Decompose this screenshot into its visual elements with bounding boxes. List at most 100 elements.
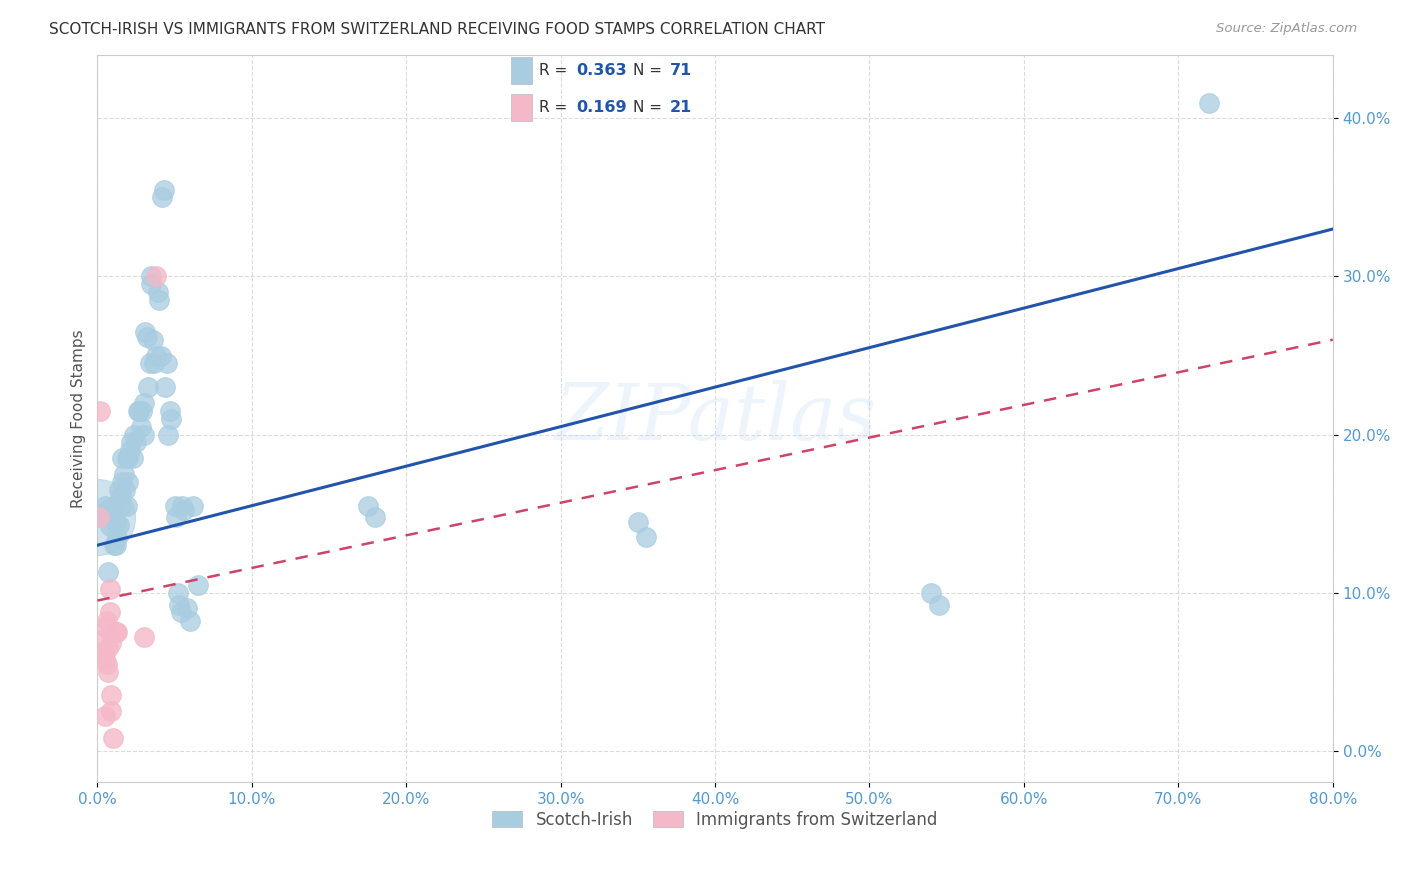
Point	[928, 599, 950, 613]
Point	[163, 499, 186, 513]
Point	[117, 451, 139, 466]
Point	[634, 530, 657, 544]
Point	[141, 277, 163, 292]
Point	[107, 625, 129, 640]
Point	[117, 475, 139, 489]
Point	[157, 427, 180, 442]
Point	[112, 467, 135, 481]
Point	[108, 517, 131, 532]
Point	[155, 380, 177, 394]
Point	[166, 585, 188, 599]
Point	[94, 620, 117, 634]
Legend: Scotch-Irish, Immigrants from Switzerland: Scotch-Irish, Immigrants from Switzerlan…	[485, 805, 945, 836]
Point	[128, 404, 150, 418]
Point	[101, 499, 124, 513]
Point	[97, 640, 120, 655]
Point	[103, 538, 125, 552]
Point	[125, 435, 148, 450]
Point	[181, 499, 204, 513]
Point	[96, 657, 118, 671]
Point	[176, 601, 198, 615]
Text: 0.363: 0.363	[576, 63, 627, 78]
Point	[100, 509, 122, 524]
Point	[104, 625, 127, 640]
Point	[142, 333, 165, 347]
Point	[91, 633, 114, 648]
Point	[124, 427, 146, 442]
Point	[149, 349, 172, 363]
Point	[146, 285, 169, 300]
Point	[96, 614, 118, 628]
Text: 71: 71	[669, 63, 692, 78]
Y-axis label: Receiving Food Stamps: Receiving Food Stamps	[72, 329, 86, 508]
Point	[127, 404, 149, 418]
Point	[114, 483, 136, 497]
Point	[94, 499, 117, 513]
Point	[129, 419, 152, 434]
Text: N =: N =	[633, 100, 666, 115]
Point	[145, 349, 167, 363]
Point	[160, 411, 183, 425]
Point	[179, 614, 201, 628]
Point	[94, 709, 117, 723]
Point	[187, 578, 209, 592]
Text: R =: R =	[538, 100, 572, 115]
Point	[627, 515, 650, 529]
Point	[115, 499, 138, 513]
Point	[122, 451, 145, 466]
Point	[96, 503, 118, 517]
Point	[98, 519, 121, 533]
Bar	[510, 57, 533, 85]
Point	[1198, 95, 1220, 110]
Point	[87, 509, 110, 524]
Point	[100, 636, 122, 650]
Point	[115, 451, 138, 466]
Point	[108, 483, 131, 497]
Point	[170, 605, 193, 619]
Point	[110, 488, 132, 502]
Point	[111, 451, 134, 466]
Point	[173, 503, 195, 517]
Point	[93, 646, 115, 660]
Point	[104, 538, 127, 552]
Point	[94, 652, 117, 666]
Point	[97, 665, 120, 679]
Point	[152, 182, 174, 196]
Point	[159, 404, 181, 418]
Text: 21: 21	[669, 100, 692, 115]
Point	[132, 630, 155, 644]
Point	[156, 356, 179, 370]
Text: 0.169: 0.169	[576, 100, 627, 115]
Point	[139, 356, 162, 370]
Point	[101, 731, 124, 745]
Point	[98, 582, 121, 597]
Text: N =: N =	[633, 63, 666, 78]
Point	[148, 293, 170, 308]
Point	[100, 704, 122, 718]
Point	[110, 499, 132, 513]
Bar	[510, 94, 533, 121]
Point	[356, 499, 378, 513]
Point	[132, 427, 155, 442]
Point	[87, 509, 110, 524]
Point	[100, 689, 122, 703]
Point	[89, 404, 111, 418]
Point	[920, 585, 942, 599]
Point	[145, 269, 167, 284]
Point	[136, 380, 159, 394]
Text: SCOTCH-IRISH VS IMMIGRANTS FROM SWITZERLAND RECEIVING FOOD STAMPS CORRELATION CH: SCOTCH-IRISH VS IMMIGRANTS FROM SWITZERL…	[49, 22, 825, 37]
Point	[131, 404, 153, 418]
Point	[134, 325, 156, 339]
Point	[167, 599, 190, 613]
Point	[107, 530, 129, 544]
Point	[165, 509, 187, 524]
Point	[132, 396, 155, 410]
Point	[172, 499, 194, 513]
Text: Source: ZipAtlas.com: Source: ZipAtlas.com	[1216, 22, 1357, 36]
Point	[364, 509, 387, 524]
Point	[135, 329, 157, 343]
Point	[86, 509, 108, 524]
Point	[97, 565, 120, 579]
Point	[150, 190, 173, 204]
Point	[111, 475, 134, 489]
